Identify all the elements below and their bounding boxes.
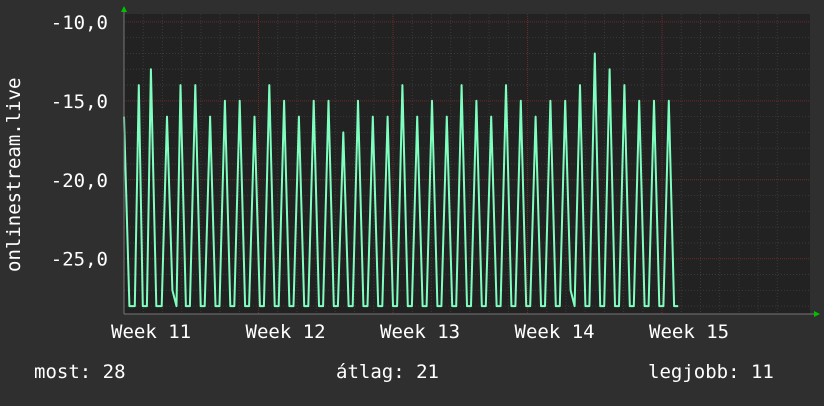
tick-labels: -10,0 -15,0 -20,0 -25,0 Week 11 Week 12 Week 1…: [51, 12, 729, 343]
y-tick-label: -15,0: [51, 91, 108, 113]
x-tick-label: Week 11: [111, 321, 191, 343]
y-axis-arrow: [121, 6, 127, 12]
series-layer: [123, 52, 679, 308]
y-axis-label: onlinestream.live: [3, 78, 25, 272]
x-tick-label: Week 14: [515, 321, 595, 343]
y-tick-label: -25,0: [51, 249, 108, 271]
series-line: [123, 52, 679, 308]
x-tick-label: Week 13: [380, 321, 460, 343]
x-tick-label: Week 15: [649, 321, 729, 343]
stat-best: legjobb: 11: [648, 361, 774, 383]
x-axis-arrow: [814, 311, 820, 317]
axes: [121, 6, 820, 317]
y-tick-label: -20,0: [51, 170, 108, 192]
stat-current: most: 28: [34, 361, 126, 383]
x-tick-label: Week 12: [246, 321, 326, 343]
y-tick-label: -10,0: [51, 12, 108, 34]
stat-average: átlag: 21: [336, 361, 439, 383]
